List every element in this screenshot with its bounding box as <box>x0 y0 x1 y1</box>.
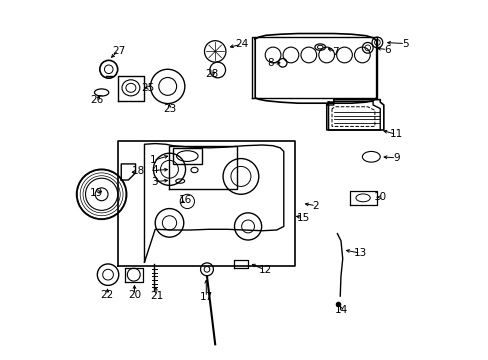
Text: 6: 6 <box>383 45 390 55</box>
Text: 4: 4 <box>151 165 158 175</box>
Text: 22: 22 <box>100 290 113 300</box>
Text: 13: 13 <box>353 248 366 258</box>
Text: 5: 5 <box>401 39 408 49</box>
Text: 10: 10 <box>373 192 386 202</box>
Text: 18: 18 <box>131 166 144 176</box>
Text: 3: 3 <box>151 177 158 187</box>
Text: 16: 16 <box>179 195 192 204</box>
Text: 14: 14 <box>334 305 347 315</box>
Text: 23: 23 <box>163 104 176 113</box>
Text: 9: 9 <box>392 153 399 163</box>
Text: 24: 24 <box>235 39 248 49</box>
Text: 1: 1 <box>150 156 156 165</box>
Text: 17: 17 <box>199 292 212 302</box>
Text: 19: 19 <box>89 188 102 198</box>
Text: 27: 27 <box>112 46 125 56</box>
Text: 25: 25 <box>141 83 154 93</box>
Text: 28: 28 <box>205 69 219 79</box>
Text: 21: 21 <box>150 291 163 301</box>
Text: 12: 12 <box>258 265 271 275</box>
Text: 2: 2 <box>312 201 319 211</box>
Text: 26: 26 <box>90 95 103 105</box>
Text: 20: 20 <box>128 290 141 300</box>
Text: 15: 15 <box>296 212 309 222</box>
Text: 7: 7 <box>332 47 338 57</box>
Text: 11: 11 <box>389 129 402 139</box>
Text: 8: 8 <box>266 58 273 68</box>
